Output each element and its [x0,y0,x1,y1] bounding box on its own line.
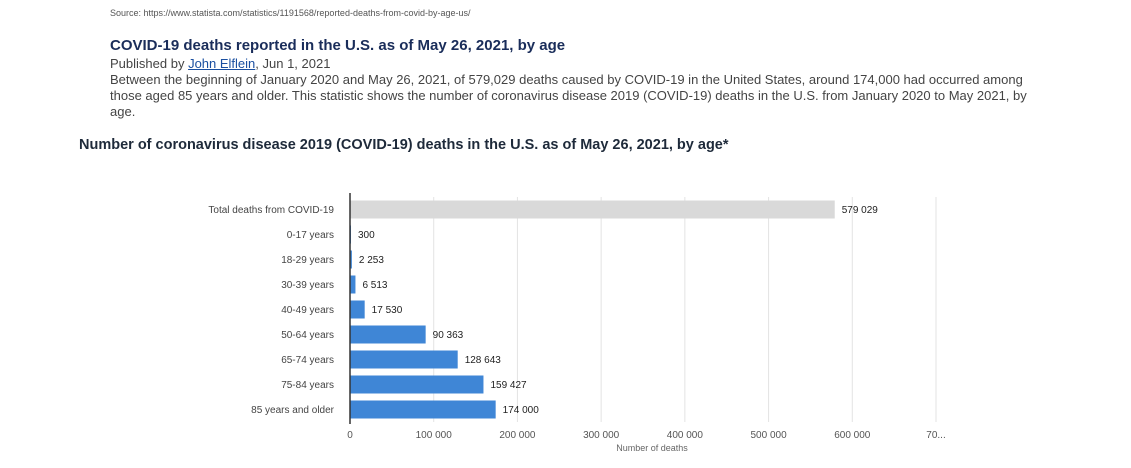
published-prefix: Published by [110,56,189,71]
bar [350,325,426,344]
x-tick-label: 70... [926,430,945,441]
page-headline: COVID-19 deaths reported in the U.S. as … [110,37,566,54]
x-axis-title: Number of deaths [616,443,688,453]
category-label: Total deaths from COVID-19 [208,205,334,216]
category-label: 30-39 years [281,280,334,291]
value-label: 90 363 [433,330,464,341]
bar [350,300,365,319]
category-label: 75-84 years [281,380,334,391]
value-label: 128 643 [465,355,502,366]
source-text: Source: https://www.statista.com/statist… [110,8,471,18]
chart-title: Number of coronavirus disease 2019 (COVI… [79,137,729,153]
x-tick-label: 300 000 [583,430,620,441]
x-tick-label: 0 [347,430,353,441]
bar [350,350,458,369]
category-label: 85 years and older [251,405,335,416]
value-label: 17 530 [372,305,403,316]
category-label: 50-64 years [281,330,334,341]
x-tick-label: 200 000 [499,430,536,441]
published-line: Published by John Elflein, Jun 1, 2021 [110,56,330,71]
bar [350,375,484,394]
x-tick-label: 100 000 [416,430,453,441]
bar [350,275,356,294]
value-label: 579 029 [842,205,879,216]
value-label: 300 [358,230,375,241]
value-label: 174 000 [503,405,540,416]
x-tick-label: 500 000 [750,430,787,441]
author-link[interactable]: John Elflein [188,56,256,71]
category-label: 40-49 years [281,305,334,316]
value-label: 6 513 [362,280,387,291]
category-label: 0-17 years [287,230,334,241]
category-label: 18-29 years [281,255,334,266]
value-label: 2 253 [359,255,384,266]
description-text: Between the beginning of January 2020 an… [110,72,1027,119]
category-label: 65-74 years [281,355,334,366]
value-label: 159 427 [490,380,527,391]
bar [350,400,496,419]
published-date: , Jun 1, 2021 [255,56,331,71]
x-tick-label: 600 000 [834,430,871,441]
bar [350,250,352,269]
bar [350,200,835,219]
x-tick-label: 400 000 [667,430,704,441]
